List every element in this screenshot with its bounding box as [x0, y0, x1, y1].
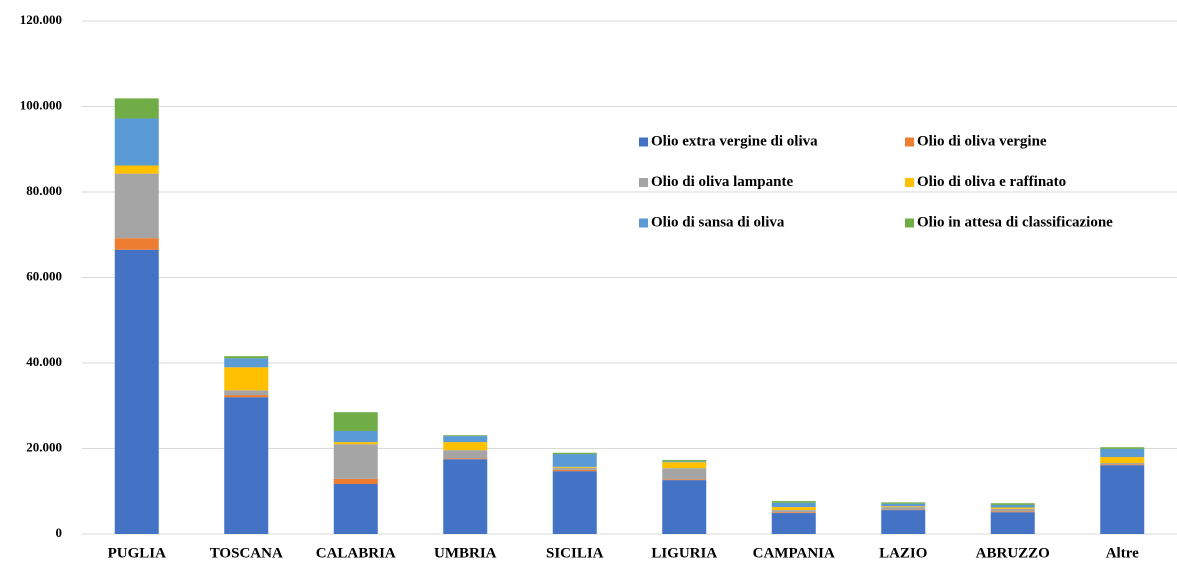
bar-segment: [333, 442, 378, 445]
bar-segment: [114, 238, 159, 250]
bar-segment: [224, 367, 269, 391]
bar-segment: [771, 501, 816, 503]
bar-segment: [881, 503, 926, 507]
bar-segment: [443, 458, 488, 460]
x-tick-label: PUGLIA: [108, 545, 167, 561]
y-tick-label: 0: [56, 525, 63, 540]
x-tick-label: LAZIO: [879, 545, 927, 561]
legend-swatch: [905, 218, 914, 228]
x-tick-label: TOSCANA: [210, 545, 283, 561]
x-tick-label: CAMPANIA: [753, 545, 835, 561]
legend-swatch: [639, 178, 648, 187]
bar-segment: [114, 165, 159, 174]
bar-segment: [333, 483, 378, 534]
bar-segment: [771, 502, 816, 508]
bar-segment: [333, 444, 378, 479]
bar-segment: [662, 461, 707, 463]
bar-segment: [114, 98, 159, 119]
legend-swatch: [905, 137, 914, 147]
bar-segment: [662, 460, 707, 462]
bar-segment: [552, 454, 597, 467]
y-tick-label: 80.000: [26, 183, 62, 198]
bar-segment: [662, 479, 707, 481]
bar-segment: [552, 471, 597, 534]
x-tick-label: CALABRIA: [316, 545, 396, 561]
legend-label: Olio extra vergine di oliva: [651, 133, 818, 149]
bar-segment: [990, 507, 1035, 509]
bar-segment: [224, 395, 269, 398]
bar-segment: [662, 480, 707, 534]
legend-label: Olio in attesa di classificazione: [917, 214, 1113, 230]
bar-segment: [1100, 448, 1145, 458]
bar-segment: [771, 507, 816, 511]
bar-segment: [224, 356, 269, 359]
x-tick-label: UMBRIA: [434, 545, 497, 561]
y-tick-label: 60.000: [26, 268, 62, 283]
bar-segment: [990, 504, 1035, 508]
bar-segment: [1100, 465, 1145, 534]
y-tick-label: 120.000: [20, 12, 62, 27]
bar-segment: [114, 249, 159, 534]
bar-segment: [552, 452, 597, 455]
bar-segment: [333, 412, 378, 431]
legend-label: Olio di sansa di oliva: [651, 214, 785, 230]
y-tick-label: 100.000: [20, 97, 62, 112]
x-tick-label: Altre: [1106, 545, 1139, 561]
x-tick-label: SICILIA: [546, 545, 604, 561]
bar-segment: [771, 512, 816, 514]
bar-segment: [990, 503, 1035, 505]
bar-segment: [333, 430, 378, 443]
legend-label: Olio di oliva vergine: [917, 133, 1047, 149]
bar-segment: [1100, 463, 1145, 465]
bar-segment: [881, 510, 926, 534]
bar-segment: [224, 397, 269, 534]
bar-segment: [1100, 464, 1145, 466]
x-tick-label: LIGURIA: [651, 545, 717, 561]
legend-label: Olio di oliva e raffinato: [917, 174, 1066, 190]
y-tick-label: 40.000: [26, 354, 62, 369]
bar-segment: [1100, 457, 1145, 464]
bar-segment: [881, 507, 926, 510]
bar-segment: [114, 173, 159, 239]
bar-segment: [990, 511, 1035, 513]
bar-segment: [881, 502, 926, 504]
bar-segment: [443, 436, 488, 443]
bar-segment: [771, 513, 816, 534]
bar-segment: [881, 506, 926, 508]
legend-swatch: [639, 218, 648, 228]
bar-segment: [552, 466, 597, 468]
bar-segment: [1100, 447, 1145, 449]
bar-segment: [552, 467, 597, 470]
y-tick-label: 20.000: [26, 439, 62, 454]
bar-segment: [662, 468, 707, 480]
bar-segment: [443, 435, 488, 437]
legend-swatch: [905, 178, 914, 187]
bar-segment: [552, 469, 597, 472]
bar-segment: [443, 450, 488, 459]
bar-segment: [224, 358, 269, 368]
legend-label: Olio di oliva lampante: [651, 174, 793, 190]
bar-segment: [114, 118, 159, 166]
bar-segment: [443, 442, 488, 451]
bar-segment: [990, 512, 1035, 534]
bar-segment: [333, 478, 378, 484]
bar-segment: [771, 510, 816, 513]
bar-segment: [443, 459, 488, 534]
bar-segment: [990, 508, 1035, 512]
x-tick-label: ABRUZZO: [976, 545, 1050, 561]
bar-segment: [662, 462, 707, 469]
legend-swatch: [639, 137, 648, 147]
bar-segment: [224, 390, 269, 396]
